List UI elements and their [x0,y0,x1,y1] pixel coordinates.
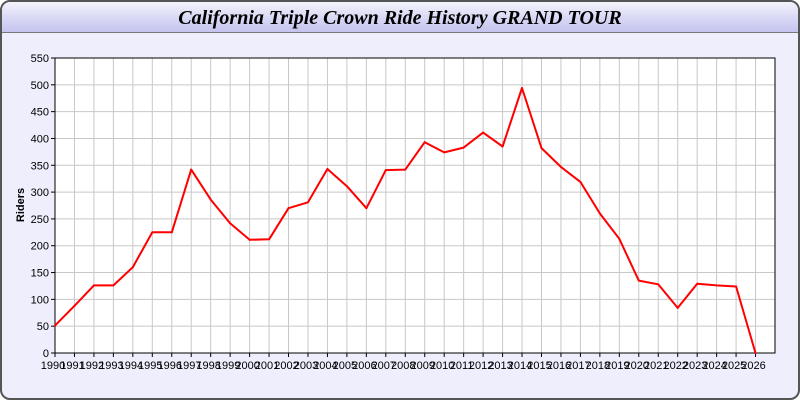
chart-title: California Triple Crown Ride History GRA… [178,7,622,29]
data-point [540,147,543,150]
x-tick-label: 2018 [586,360,610,372]
data-point [345,185,348,188]
y-tick-label: 250 [31,214,49,226]
data-point [657,283,660,286]
x-tick-label: 2003 [294,360,318,372]
x-tick-label: 1997 [177,360,201,372]
data-point [521,87,524,90]
x-tick-label: 2006 [352,360,376,372]
y-axis-label: Riders [15,188,27,222]
x-tick-label: 1999 [216,360,240,372]
x-tick-label: 2005 [333,360,357,372]
data-point [423,141,426,144]
title-bar: California Triple Crown Ride History GRA… [2,2,798,33]
x-tick-label: 1990 [41,360,65,372]
x-tick-label: 2017 [566,360,590,372]
data-point [637,279,640,282]
data-point [384,169,387,172]
x-tick-label: 1996 [158,360,182,372]
x-tick-label: 2011 [450,360,474,372]
y-tick-label: 0 [43,348,49,360]
data-point [696,282,699,285]
x-tick-label: 2020 [625,360,649,372]
x-tick-label: 2023 [683,360,707,372]
x-tick-label: 2002 [274,360,298,372]
x-tick-label: 2004 [313,360,337,372]
data-point [482,131,485,134]
x-tick-label: 1991 [60,360,84,372]
plot-area [55,58,775,353]
x-tick-label: 2025 [722,360,746,372]
data-point [618,237,621,240]
data-point [735,285,738,288]
data-point [151,231,154,234]
data-point [579,180,582,183]
y-tick-label: 500 [31,80,49,92]
data-point [73,304,76,307]
series-riders [54,87,757,354]
data-point [365,207,368,210]
data-point [268,238,271,241]
data-point [715,284,718,287]
x-tick-label: 2021 [644,360,668,372]
x-tick-label: 2024 [702,360,726,372]
data-point [676,306,679,309]
x-tick-label: 2015 [527,360,551,372]
x-tick-label: 2022 [663,360,687,372]
y-axis-ticks: 0 50 100 150 200 250 300 350 400 450 500 550 [31,53,55,360]
y-tick-label: 550 [31,53,49,65]
data-point [559,165,562,168]
y-tick-label: 400 [31,133,49,145]
x-tick-label: 2016 [547,360,571,372]
data-point [248,238,251,241]
x-tick-label: 2014 [508,360,532,372]
x-tick-label: 2013 [488,360,512,372]
y-tick-label: 150 [31,268,49,280]
data-point [306,201,309,204]
x-tick-label: 2000 [235,360,259,372]
x-tick-label: 1995 [138,360,162,372]
x-tick-label: 2012 [469,360,493,372]
y-tick-label: 200 [31,241,49,253]
y-tick-label: 450 [31,107,49,119]
data-point [229,222,232,225]
y-tick-label: 300 [31,187,49,199]
x-tick-label: 2010 [430,360,454,372]
data-point [190,168,193,171]
data-point [92,284,95,287]
x-tick-label: 1998 [196,360,220,372]
data-point [501,145,504,148]
x-tick-label: 2007 [372,360,396,372]
y-tick-label: 100 [31,294,49,306]
x-axis-ticks: 1990199119921993199419951996199719981999… [41,353,766,372]
x-tick-label: 1992 [80,360,104,372]
y-tick-label: 50 [37,321,49,333]
data-point [443,151,446,154]
x-tick-label: 2026 [741,360,765,372]
data-point [404,168,407,171]
data-point [598,212,601,215]
x-tick-label: 2009 [410,360,434,372]
data-point [326,168,329,171]
data-point [462,146,465,149]
x-tick-label: 2001 [255,360,279,372]
x-tick-label: 2008 [391,360,415,372]
data-point [54,324,56,327]
data-point [131,266,134,269]
data-point [209,198,212,201]
data-point [112,284,115,287]
y-tick-label: 350 [31,160,49,172]
data-point [754,352,757,354]
data-point [287,207,290,210]
plot-border [54,57,776,354]
x-tick-label: 1993 [99,360,123,372]
x-tick-label: 2019 [605,360,629,372]
data-point [170,231,173,234]
x-tick-label: 1994 [119,360,143,372]
